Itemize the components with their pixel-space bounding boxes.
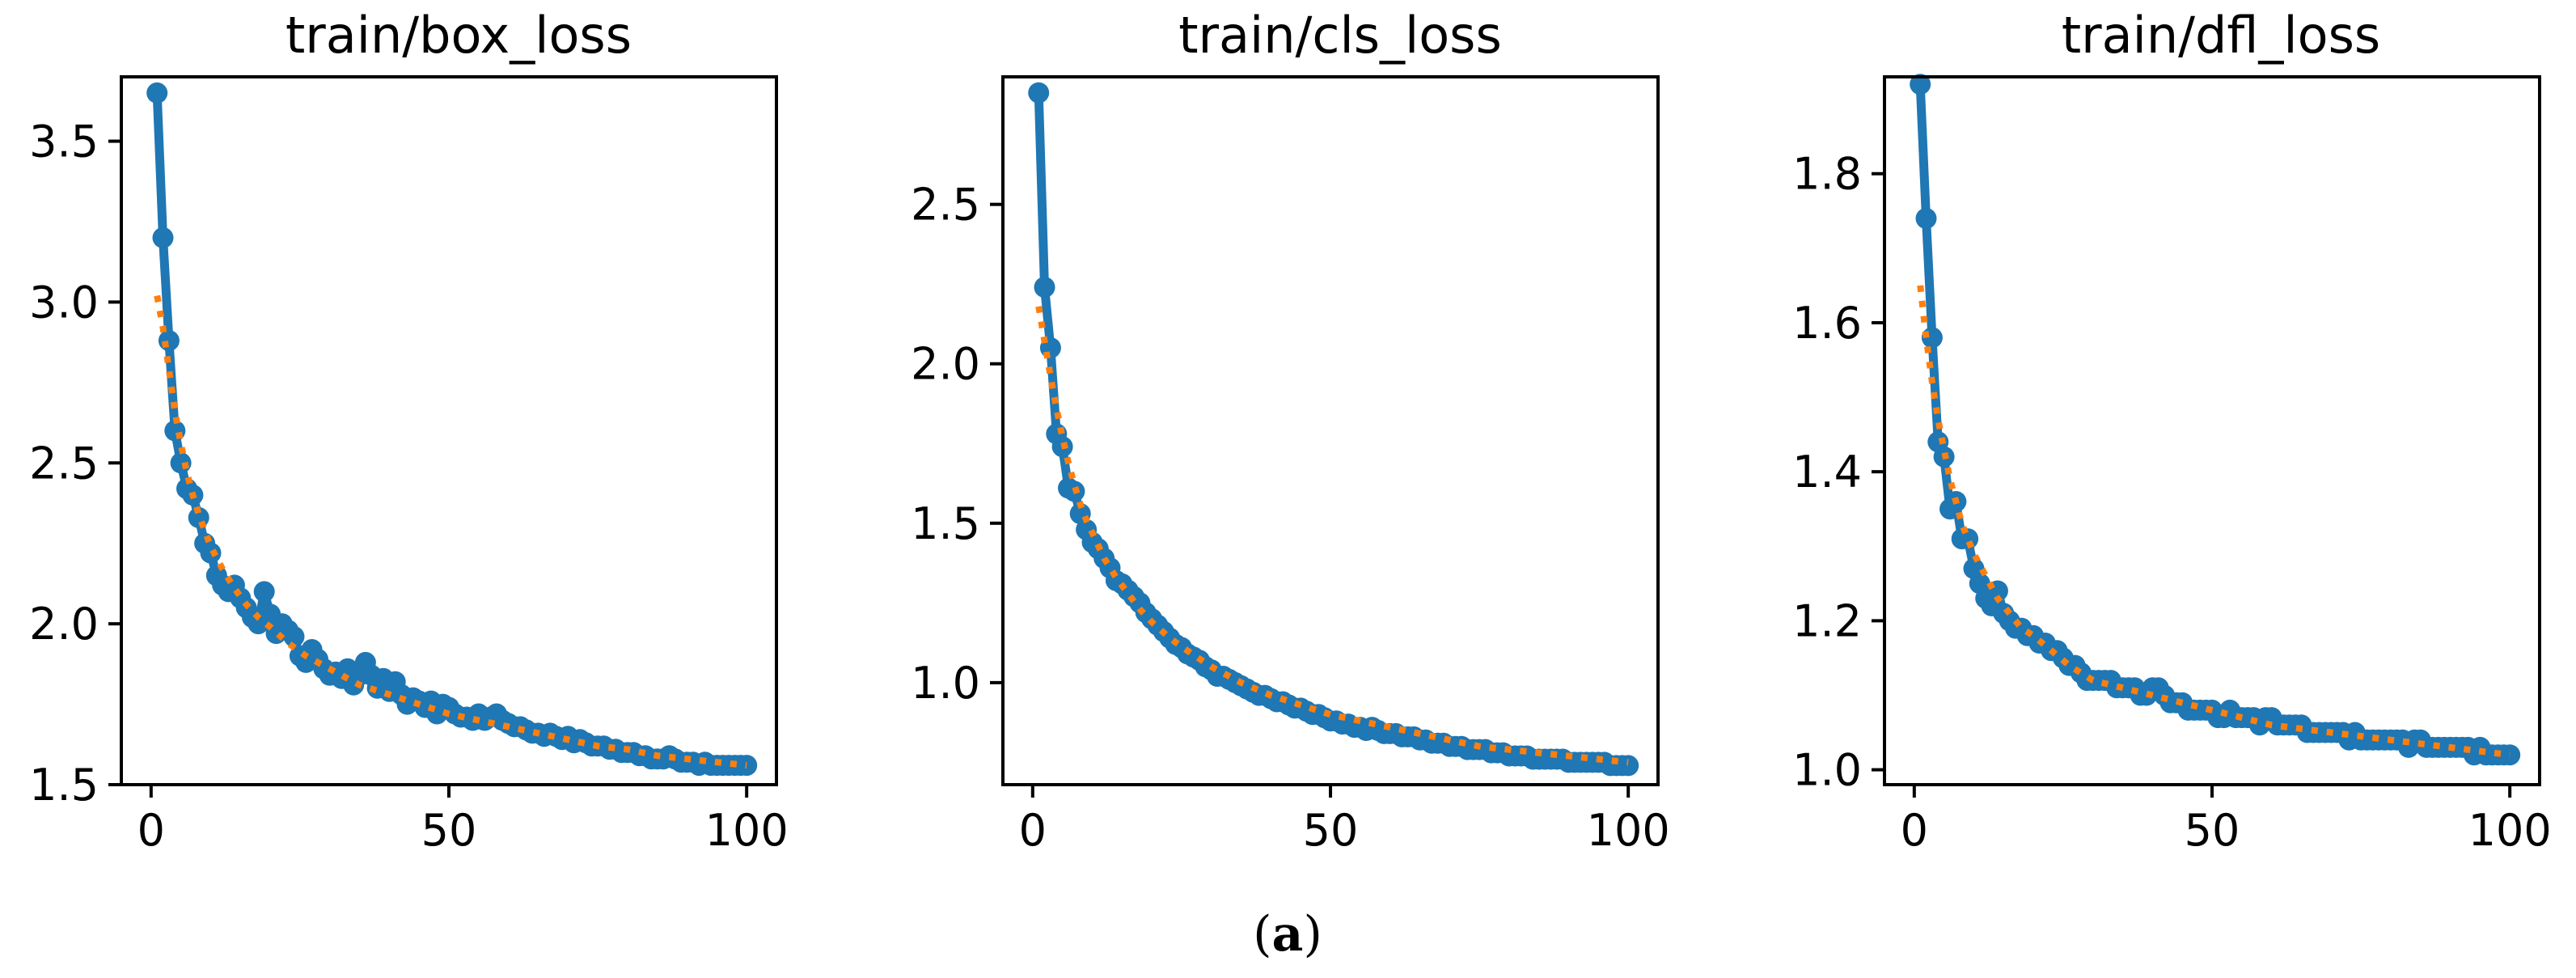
chart-title: train/cls_loss [1178,6,1502,65]
data-point [1618,755,1639,777]
y-tick-label: 3.5 [29,116,99,167]
x-tick-label: 100 [1587,805,1670,856]
y-tick-label: 1.0 [911,658,980,709]
figure-caption: (a) [1253,906,1322,963]
fit-line [154,294,747,769]
y-tick-label: 2.0 [29,599,99,650]
x-tick-label: 50 [1303,805,1359,856]
chart-dfl-loss: train/dfl_loss 0 50 100 1.0 1.2 1.4 1.6 1.8 [1792,6,2552,856]
data-point [146,82,168,104]
y-tick-label: 1.0 [1792,745,1862,796]
plot-frame [1001,75,1660,786]
y-tick-label: 2.5 [29,438,99,489]
y-tick-label: 1.5 [29,760,99,811]
y-tick-label: 3.0 [29,277,99,328]
y-tick-label: 1.2 [1792,595,1862,646]
data-point [1910,74,1931,95]
x-tick-label: 50 [2185,805,2240,856]
chart-title: train/dfl_loss [2062,6,2380,65]
y-tick-label: 2.0 [911,339,980,390]
x-tick-label: 0 [1901,805,1928,856]
data-point [170,452,192,474]
data-point [1915,208,1937,229]
y-tick-label: 2.5 [911,180,980,231]
fit-line [1035,306,1629,766]
data-point [158,330,180,352]
plot-frame [1883,75,2541,786]
caption-close: ) [1303,906,1322,963]
data-point [1034,277,1055,298]
series-line [1034,92,1629,770]
series-line [1915,83,2510,760]
x-tick-label: 100 [2468,805,2552,856]
caption-letter: a [1272,906,1304,963]
y-tick-label: 1.5 [911,498,980,549]
y-tick-label: 1.6 [1792,298,1862,349]
chart-box-loss: train/box_loss 0 50 100 1.5 2.0 2.5 3.0 3.5 [29,6,789,856]
caption-open: ( [1253,906,1271,963]
x-tick-label: 50 [421,805,477,856]
plot-frame [120,75,778,786]
y-tick-label: 1.8 [1792,149,1862,200]
data-point [283,626,305,647]
chart-title: train/box_loss [286,6,632,65]
x-tick-label: 0 [1019,805,1047,856]
x-tick-label: 0 [137,805,165,856]
data-point [152,227,174,248]
data-point [1028,82,1050,104]
chart-cls-loss: train/cls_loss 0 50 100 1.0 1.5 2.0 2.5 [911,6,1670,856]
data-point [253,581,275,603]
y-tick-label: 1.4 [1792,447,1862,497]
fit-line [1917,285,2510,759]
series-line [152,92,747,770]
x-tick-label: 100 [705,805,789,856]
